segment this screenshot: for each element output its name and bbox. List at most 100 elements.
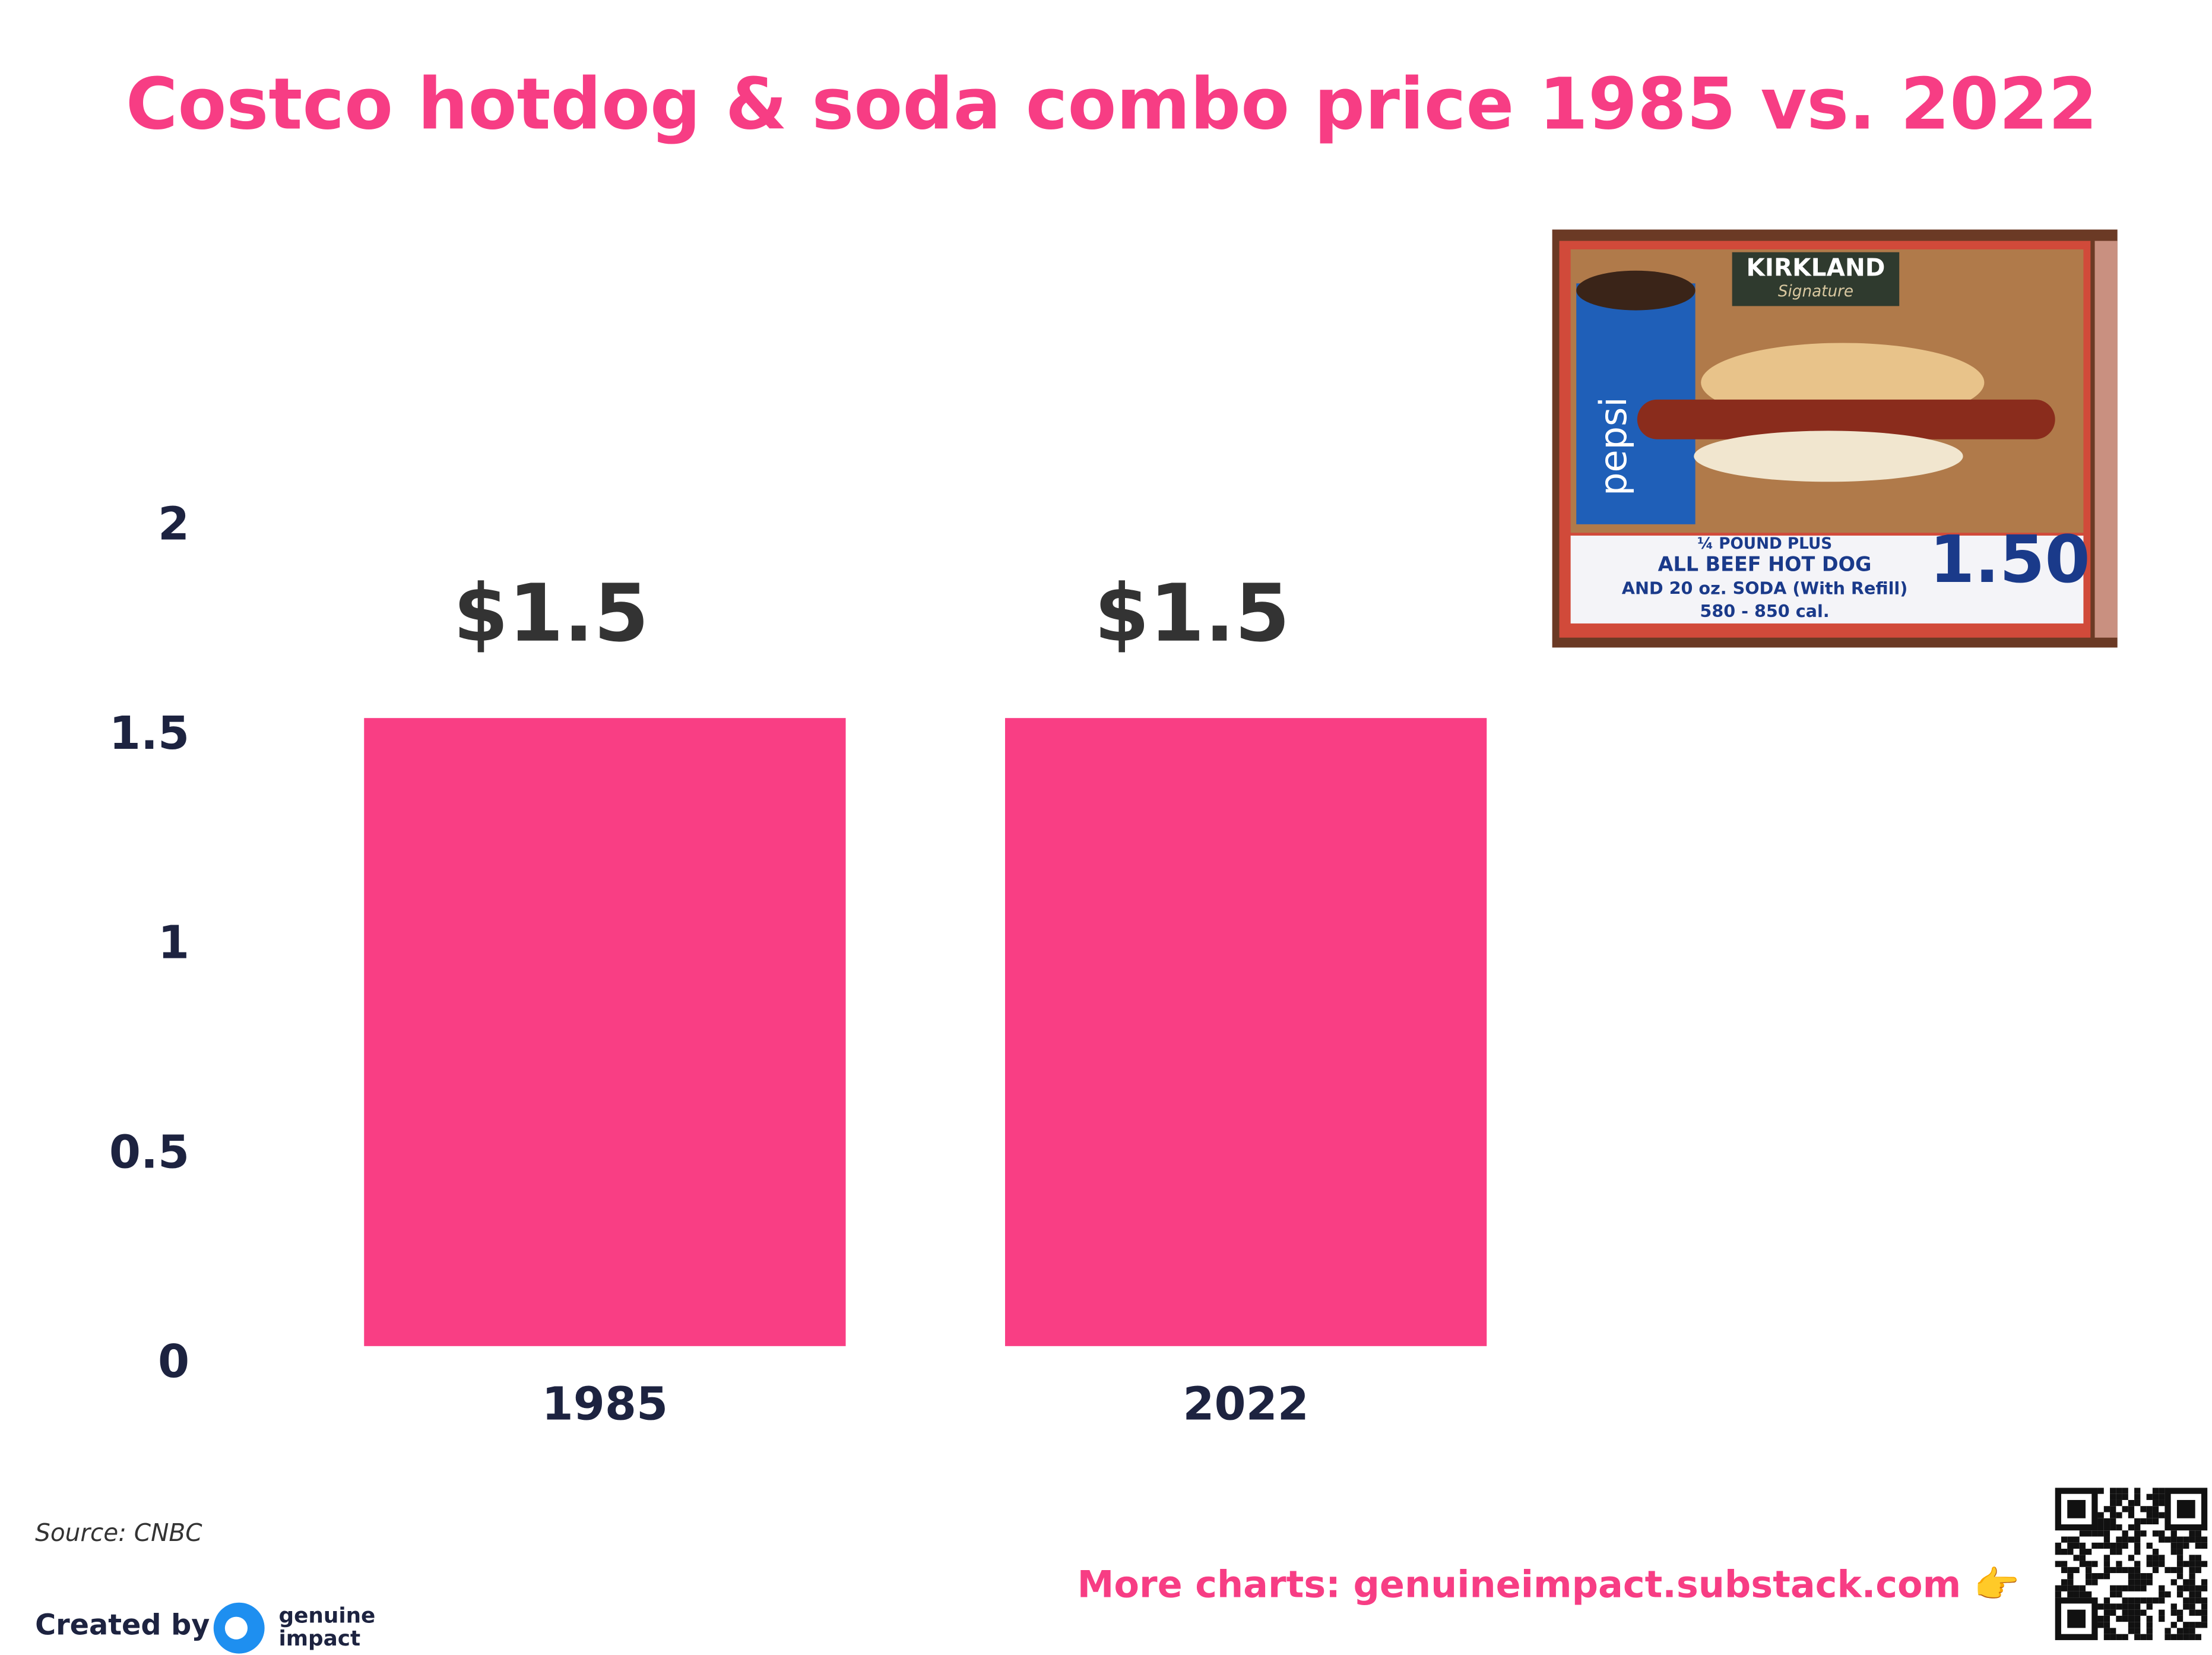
qr-cell xyxy=(2122,1542,2128,1549)
qr-cell xyxy=(2159,1512,2165,1518)
qr-cell xyxy=(2122,1603,2128,1610)
qr-cell xyxy=(2189,1536,2195,1543)
qr-cell xyxy=(2067,1579,2074,1586)
qr-cell xyxy=(2073,1567,2080,1574)
qr-cell xyxy=(2134,1567,2141,1574)
qr-cell xyxy=(2122,1567,2128,1574)
qr-cell xyxy=(2189,1622,2195,1628)
qr-cell xyxy=(2061,1579,2068,1586)
qr-cell xyxy=(2110,1634,2116,1640)
qr-cell xyxy=(2073,1542,2080,1549)
qr-cell xyxy=(2110,1493,2116,1500)
qr-cell xyxy=(2091,1579,2098,1586)
qr-cell xyxy=(2159,1597,2165,1604)
qr-cell xyxy=(2170,1634,2177,1640)
qr-cell xyxy=(2140,1634,2147,1640)
qr-cell xyxy=(2159,1555,2165,1561)
qr-cell xyxy=(2128,1512,2135,1518)
qr-cell xyxy=(2128,1506,2135,1512)
qr-cell xyxy=(2159,1585,2165,1591)
qr-cell xyxy=(2146,1542,2153,1549)
qr-cell xyxy=(2152,1597,2159,1604)
qr-cell xyxy=(2201,1579,2208,1586)
qr-cell xyxy=(2146,1512,2153,1518)
qr-cell xyxy=(2146,1561,2153,1567)
qr-cell xyxy=(2134,1499,2141,1507)
qr-cell xyxy=(2195,1555,2201,1561)
qr-cell xyxy=(2165,1567,2171,1574)
qr-cell xyxy=(2086,1567,2092,1574)
qr-cell xyxy=(2116,1524,2122,1531)
qr-cell xyxy=(2189,1585,2195,1591)
qr-cell xyxy=(2110,1488,2116,1494)
qr-cell xyxy=(2134,1524,2141,1531)
qr-cell xyxy=(2079,1561,2086,1567)
qr-cell xyxy=(2097,1615,2104,1622)
qr-cell xyxy=(2110,1549,2116,1555)
qr-cell xyxy=(2122,1634,2128,1640)
qr-cell xyxy=(2073,1585,2080,1591)
qr-cell xyxy=(2116,1567,2122,1574)
qr-cell xyxy=(2128,1585,2135,1591)
qr-cell xyxy=(2073,1591,2080,1598)
qr-cell xyxy=(2152,1549,2159,1555)
qr-cell xyxy=(2110,1512,2116,1518)
qr-cell xyxy=(2067,1549,2074,1555)
qr-finder xyxy=(2055,1488,2098,1531)
qr-cell xyxy=(2152,1567,2159,1574)
qr-cell xyxy=(2146,1622,2153,1628)
qr-cell xyxy=(2176,1536,2184,1543)
photo-line: AND 20 oz. SODA (With Refill) xyxy=(1622,578,1908,599)
qr-cell xyxy=(2134,1488,2141,1494)
qr-cell xyxy=(2116,1499,2122,1507)
qr-cell xyxy=(2061,1549,2068,1555)
photo-line: ALL BEEF HOT DOG xyxy=(1658,553,1872,576)
qr-cell xyxy=(2183,1622,2189,1628)
qr-cell xyxy=(2061,1585,2068,1591)
qr-cell xyxy=(2110,1542,2116,1549)
qr-cell xyxy=(2159,1493,2165,1500)
qr-cell xyxy=(2170,1609,2177,1616)
qr-cell xyxy=(2067,1567,2074,1574)
qr-cell xyxy=(2134,1530,2141,1537)
qr-cell xyxy=(2122,1536,2128,1543)
qr-cell xyxy=(2134,1628,2141,1634)
qr-cell xyxy=(2159,1591,2165,1598)
qr-cell xyxy=(2159,1530,2165,1537)
qr-cell xyxy=(2170,1567,2177,1574)
qr-cell xyxy=(2146,1615,2153,1622)
more-charts[interactable]: More charts: genuineimpact.substack.com … xyxy=(1078,1563,2020,1606)
qr-cell xyxy=(2189,1591,2195,1598)
qr-cell xyxy=(2097,1603,2104,1610)
qr-cell xyxy=(2097,1542,2104,1549)
qr-cell xyxy=(2103,1561,2110,1567)
y-tick-label: 1.5 xyxy=(109,707,189,760)
qr-cell xyxy=(2134,1573,2141,1580)
qr-cell xyxy=(2170,1622,2177,1628)
qr-cell xyxy=(2103,1615,2110,1622)
qr-cell xyxy=(2128,1536,2135,1543)
qr-cell xyxy=(2128,1524,2135,1531)
qr-cell xyxy=(2176,1609,2184,1616)
qr-cell xyxy=(2189,1603,2195,1610)
qr-cell xyxy=(2128,1499,2135,1507)
qr-cell xyxy=(2110,1628,2116,1634)
qr-cell xyxy=(2128,1628,2135,1634)
qr-cell xyxy=(2091,1573,2098,1580)
qr-cell xyxy=(2201,1609,2208,1616)
qr-cell xyxy=(2183,1561,2189,1567)
qr-cell xyxy=(2201,1622,2208,1628)
logo-text: genuine xyxy=(279,1604,376,1628)
qr-cell xyxy=(2189,1567,2195,1574)
qr-cell xyxy=(2061,1561,2068,1567)
qr-cell xyxy=(2146,1493,2153,1500)
qr-cell xyxy=(2073,1555,2080,1561)
qr-cell xyxy=(2110,1603,2116,1610)
qr-cell xyxy=(2134,1585,2141,1591)
qr-cell xyxy=(2079,1542,2086,1549)
qr-cell xyxy=(2097,1512,2104,1518)
qr-cell xyxy=(2134,1615,2141,1622)
qr-cell xyxy=(2176,1542,2184,1549)
qr-cell xyxy=(2086,1561,2092,1567)
qr-cell xyxy=(2134,1518,2141,1524)
